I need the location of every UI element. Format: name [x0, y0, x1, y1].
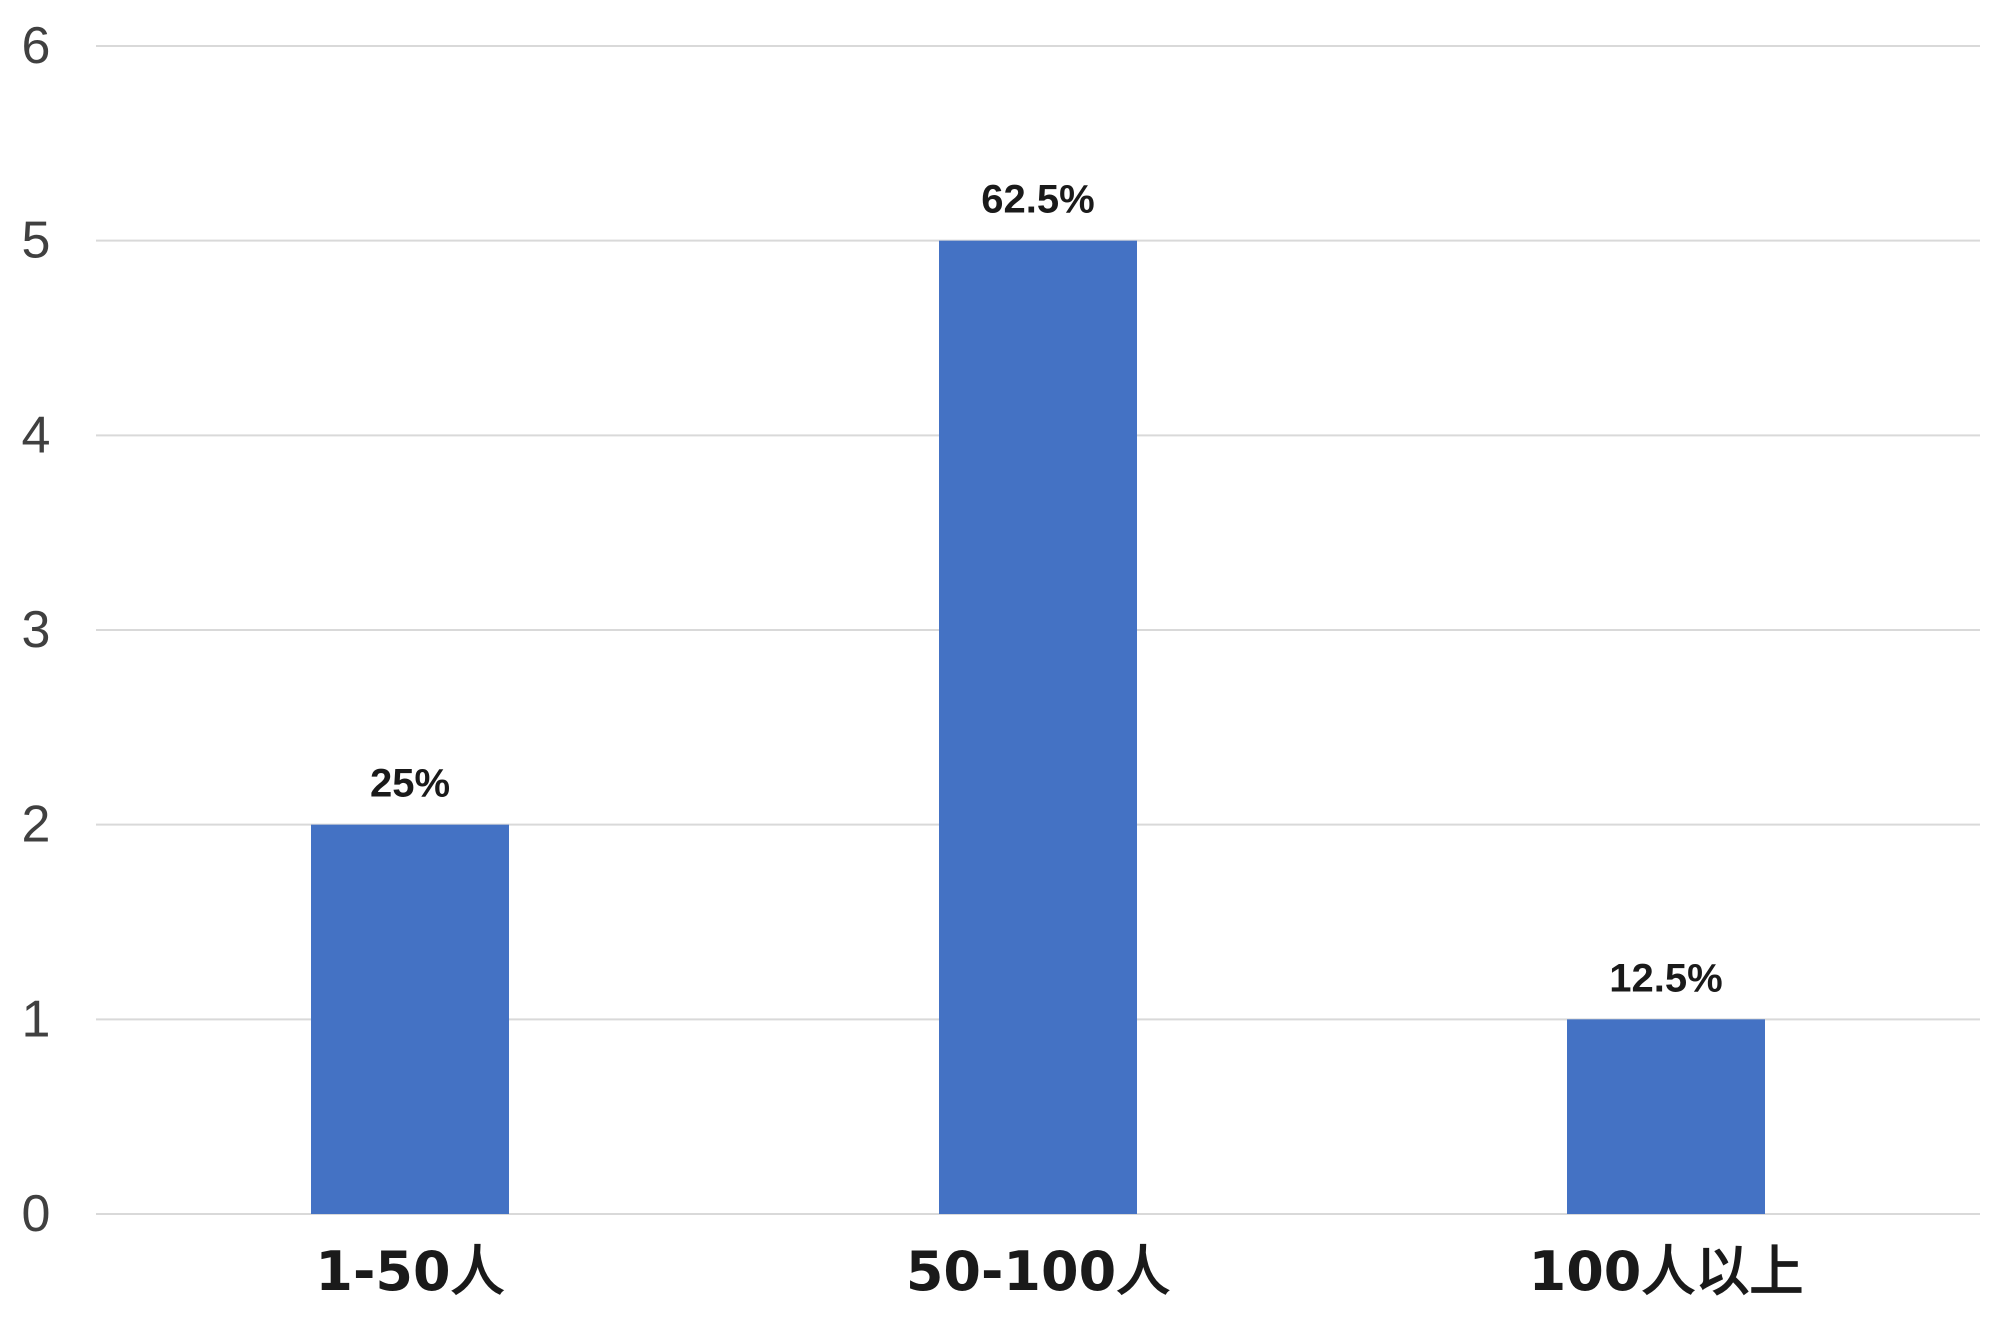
y-tick-label: 1	[22, 990, 51, 1048]
data-label: 12.5%	[1609, 956, 1722, 1000]
y-tick-label: 4	[22, 406, 51, 464]
y-tick-label: 5	[22, 212, 51, 270]
y-tick-label: 3	[22, 601, 51, 659]
x-axis-ticks: 1-50人 50-100人 100人以上	[315, 1240, 1803, 1303]
x-tick-label: 100人以上	[1529, 1240, 1804, 1303]
y-tick-label: 0	[22, 1185, 51, 1243]
bar	[1567, 1019, 1765, 1214]
data-labels: 25% 62.5% 12.5%	[370, 178, 1723, 1001]
bar	[939, 240, 1137, 1214]
bars	[311, 240, 1765, 1214]
x-tick-label: 1-50人	[315, 1240, 504, 1303]
data-label: 62.5%	[981, 178, 1094, 222]
data-label: 25%	[370, 762, 450, 806]
y-tick-label: 2	[22, 796, 51, 854]
y-axis-ticks: 0 1 2 3 4 5 6	[22, 17, 51, 1243]
bar	[311, 824, 509, 1214]
y-tick-label: 6	[22, 17, 51, 75]
x-tick-label: 50-100人	[906, 1240, 1170, 1303]
